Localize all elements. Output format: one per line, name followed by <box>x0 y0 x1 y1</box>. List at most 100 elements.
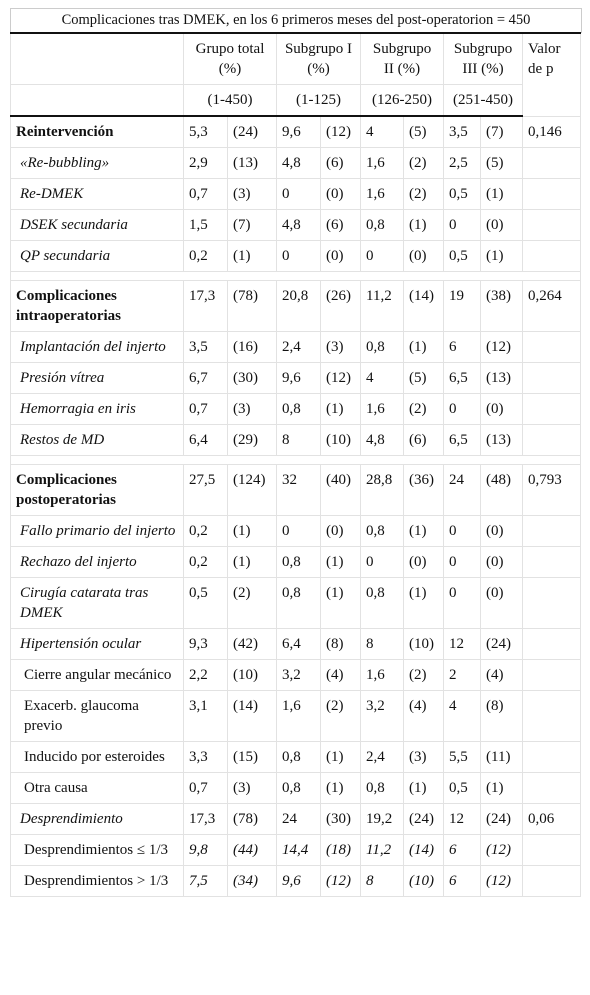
value-cell: 0,2 <box>183 546 228 578</box>
value-cell: 14,4 <box>276 834 322 866</box>
value-cell: (1) <box>320 741 362 773</box>
value-cell: (0) <box>320 178 362 210</box>
row-label: Complicaciones intraoperatorias <box>10 280 184 332</box>
value-cell: 4 <box>443 690 482 742</box>
table-row: Inducido por esteroides 3,3 (15) 0,8 (1) 2,4(… <box>10 741 582 773</box>
value-cell: (38) <box>480 280 524 332</box>
table-body: Reintervención 5,3 (24) 9,6 (12) 4 (5) 3,5 (7) 0,… <box>9 115 582 897</box>
value-cell: (1) <box>320 772 362 804</box>
header-cell: Valor de p <box>522 32 582 117</box>
header-cell: (1-125) <box>276 84 362 117</box>
value-cell: 4 <box>360 362 405 394</box>
value-cell: (6) <box>403 424 445 456</box>
value-cell: (24) <box>480 628 524 660</box>
table-row: Restos de MD 6,4 (29) 8 (10) 4,8 (6) 6,5 (13) <box>10 424 582 456</box>
value-cell: (1) <box>226 546 278 578</box>
value-cell: 3,2 <box>276 659 322 691</box>
table-row: Cierre angular mecánico 2,2 (10) 3,2 (4) 1,6(… <box>10 659 582 691</box>
value-cell: (0) <box>480 546 524 578</box>
p-value-cell <box>522 546 582 578</box>
value-cell: 6,4 <box>276 628 322 660</box>
header-cell: Subgrupo III (%) <box>443 32 524 85</box>
table-row: Re-DMEK 0,7 (3) 0 (0) 1,6 (2) 0,5 (1) <box>10 178 582 210</box>
value-cell: (30) <box>226 362 278 394</box>
p-value-cell <box>522 772 582 804</box>
value-cell: 0,8 <box>360 209 405 241</box>
value-cell: 2,4 <box>360 741 405 773</box>
value-cell: (1) <box>320 546 362 578</box>
value-cell: (13) <box>480 424 524 456</box>
header-cell <box>10 84 184 117</box>
row-label: Re-DMEK <box>10 178 184 210</box>
value-cell: (2) <box>403 147 445 179</box>
value-cell: (24) <box>226 115 278 148</box>
value-cell: (13) <box>480 362 524 394</box>
value-cell: (10) <box>320 424 362 456</box>
value-cell: 2,4 <box>276 331 322 363</box>
value-cell: 24 <box>276 803 322 835</box>
value-cell: (12) <box>320 115 362 148</box>
value-cell: 0 <box>443 393 482 425</box>
row-label: Fallo primario del injerto <box>10 515 184 547</box>
value-cell: (30) <box>320 803 362 835</box>
value-cell: 5,5 <box>443 741 482 773</box>
row-label: Cirugía catarata tras DMEK <box>10 577 184 629</box>
value-cell: (40) <box>320 464 362 516</box>
row-label: Cierre angular mecánico <box>10 659 184 691</box>
value-cell: 0,7 <box>183 772 228 804</box>
row-label: Inducido por esteroides <box>10 741 184 773</box>
value-cell: (1) <box>320 577 362 629</box>
value-cell: (0) <box>480 577 524 629</box>
value-cell: 2,9 <box>183 147 228 179</box>
value-cell: 1,5 <box>183 209 228 241</box>
table-row: Hemorragia en iris 0,7 (3) 0,8 (1) 1,6 (2) 0 (0) <box>10 393 582 425</box>
p-value-cell <box>522 331 582 363</box>
row-label: Complicaciones postoperatorias <box>10 464 184 516</box>
value-cell: (7) <box>480 115 524 148</box>
value-cell: 4,8 <box>276 209 322 241</box>
value-cell: 0,8 <box>276 577 322 629</box>
value-cell: 2 <box>443 659 482 691</box>
value-cell: (29) <box>226 424 278 456</box>
value-cell: (78) <box>226 280 278 332</box>
table-row: Otra causa 0,7 (3) 0,8 (1) 0,8 (1) 0,5 (1) <box>10 772 582 804</box>
row-label: Desprendimiento <box>10 803 184 835</box>
value-cell: (48) <box>480 464 524 516</box>
value-cell: (14) <box>403 834 445 866</box>
value-cell: (78) <box>226 803 278 835</box>
p-value-cell <box>522 178 582 210</box>
value-cell: 1,6 <box>360 147 405 179</box>
table-row: Implantación del injerto 3,5 (16) 2,4 (3) 0,8… <box>10 331 582 363</box>
value-cell: 5,3 <box>183 115 228 148</box>
value-cell: 27,5 <box>183 464 228 516</box>
value-cell: (24) <box>403 803 445 835</box>
value-cell: 8 <box>360 865 405 897</box>
value-cell: 1,6 <box>360 393 405 425</box>
p-value-cell <box>522 393 582 425</box>
value-cell: 1,6 <box>360 659 405 691</box>
table: Grupo total (%) Subgrupo I (%) Subgrupo … <box>9 32 582 897</box>
row-label: «Re-bubbling» <box>10 147 184 179</box>
value-cell: 0,8 <box>276 393 322 425</box>
value-cell: 0 <box>360 546 405 578</box>
value-cell: (1) <box>403 209 445 241</box>
value-cell: (6) <box>320 147 362 179</box>
value-cell: (13) <box>226 147 278 179</box>
header-cell <box>10 32 184 85</box>
p-value-cell <box>522 424 582 456</box>
value-cell: (12) <box>480 865 524 897</box>
value-cell: (12) <box>480 834 524 866</box>
value-cell: 0,7 <box>183 393 228 425</box>
value-cell: (0) <box>320 515 362 547</box>
value-cell: 0,2 <box>183 515 228 547</box>
value-cell: (2) <box>403 659 445 691</box>
value-cell: 0,5 <box>183 577 228 629</box>
value-cell: 20,8 <box>276 280 322 332</box>
p-value-cell: 0,264 <box>522 280 582 332</box>
value-cell: (36) <box>403 464 445 516</box>
value-cell: 1,6 <box>360 178 405 210</box>
value-cell: 0,8 <box>360 772 405 804</box>
value-cell: (10) <box>226 659 278 691</box>
table-caption: Complicaciones tras DMEK, en los 6 prime… <box>10 8 582 33</box>
value-cell: 0,7 <box>183 178 228 210</box>
